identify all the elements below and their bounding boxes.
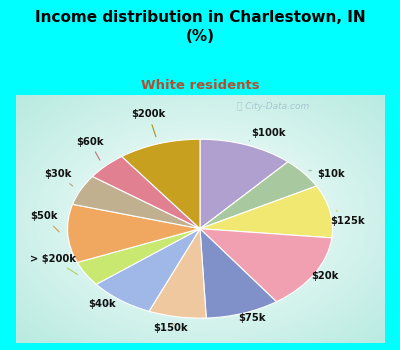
Text: $50k: $50k — [30, 211, 59, 232]
Wedge shape — [122, 139, 200, 229]
Text: $100k: $100k — [250, 128, 285, 141]
Text: $30k: $30k — [45, 169, 73, 186]
Wedge shape — [77, 229, 200, 284]
Text: $150k: $150k — [153, 323, 188, 333]
Wedge shape — [200, 139, 288, 229]
Wedge shape — [92, 156, 200, 229]
Wedge shape — [200, 162, 316, 229]
Wedge shape — [149, 229, 206, 318]
Wedge shape — [200, 186, 332, 238]
Wedge shape — [96, 229, 200, 311]
Text: $125k: $125k — [330, 210, 364, 226]
Text: $75k: $75k — [238, 313, 265, 323]
Text: $20k: $20k — [312, 271, 339, 281]
Wedge shape — [200, 229, 276, 318]
Text: White residents: White residents — [141, 79, 259, 92]
Wedge shape — [72, 176, 200, 229]
Text: $40k: $40k — [89, 300, 116, 309]
Text: $60k: $60k — [76, 137, 103, 160]
Text: Income distribution in Charlestown, IN
(%): Income distribution in Charlestown, IN (… — [35, 10, 365, 44]
Text: $200k: $200k — [131, 110, 166, 137]
Text: ⓘ City-Data.com: ⓘ City-Data.com — [237, 102, 309, 111]
Wedge shape — [200, 229, 332, 302]
Text: > $200k: > $200k — [30, 253, 78, 274]
Wedge shape — [68, 204, 200, 262]
Text: $10k: $10k — [309, 169, 344, 179]
